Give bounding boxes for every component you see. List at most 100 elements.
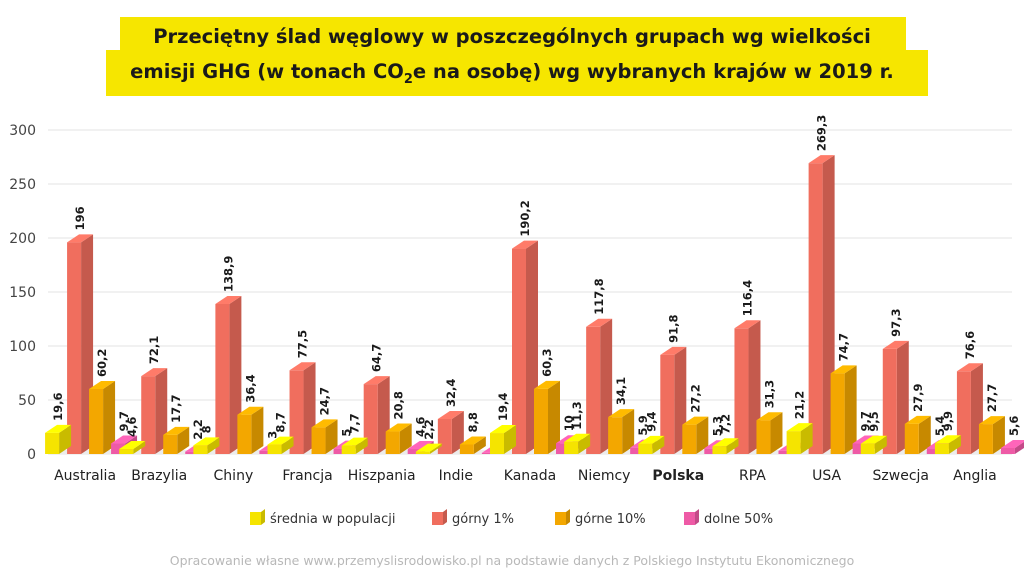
data-label: 64,7: [370, 344, 384, 372]
bar-top: [45, 424, 72, 433]
bar-side: [399, 423, 412, 454]
source-note: Opracowanie własne www.przemyslisrodowis…: [169, 553, 855, 568]
legend-swatch-side: [261, 509, 265, 525]
bar-side: [948, 435, 961, 454]
bar-top: [415, 443, 442, 452]
x-tick-label: Kanada: [504, 468, 556, 484]
bar-top: [193, 437, 220, 446]
bar: [564, 441, 579, 454]
bar: [193, 445, 208, 454]
bar: [333, 448, 348, 454]
data-label: 5: [340, 429, 354, 437]
bar-side: [155, 368, 168, 454]
title-line-2-end: e na osobę) wg wybranych krajów w 2019 r…: [412, 60, 894, 83]
bar-top: [67, 234, 94, 243]
bar: [289, 370, 304, 454]
bar-side: [133, 441, 146, 454]
data-label: 117,8: [592, 278, 606, 314]
bar-side: [992, 416, 1005, 454]
bar: [830, 373, 845, 454]
bar-side: [207, 437, 220, 454]
bar: [756, 420, 771, 454]
bar-top: [882, 340, 909, 349]
bar-side: [251, 406, 264, 454]
bar-top: [141, 368, 168, 377]
bar-top: [682, 416, 709, 425]
bar-side: [548, 380, 560, 454]
legend-label: dolne 50%: [704, 512, 773, 527]
data-label: 11,3: [570, 401, 584, 429]
data-label: 31,3: [762, 380, 776, 408]
bar-top: [564, 433, 591, 442]
bar: [926, 448, 941, 454]
data-label: 269,3: [815, 115, 829, 151]
y-tick-label: 100: [9, 339, 36, 355]
bar-top: [267, 436, 294, 445]
data-label: 34,1: [614, 377, 628, 405]
x-tick-label: USA: [812, 468, 841, 484]
bar-top: [407, 441, 434, 450]
bar: [185, 451, 200, 454]
bar: [630, 447, 645, 454]
bar-top: [830, 365, 857, 374]
bar-side: [325, 419, 338, 454]
bar: [556, 443, 570, 454]
bar-top: [459, 436, 486, 445]
bar: [237, 414, 252, 454]
data-label: 4,6: [414, 417, 428, 437]
legend-label: górne 10%: [575, 512, 646, 527]
title-highlight-band-top: [120, 17, 906, 53]
data-label: 60,3: [540, 349, 554, 377]
legend-swatch: [432, 512, 443, 525]
data-label: 32,4: [444, 379, 458, 407]
data-label: 97,3: [889, 309, 903, 337]
bar: [808, 163, 823, 454]
bar: [608, 417, 623, 454]
data-label: 3: [265, 431, 279, 439]
x-tick-label: Indie: [439, 468, 473, 484]
bar-top: [608, 409, 635, 418]
data-label: 9,7: [859, 411, 873, 431]
x-tick-label: Niemcy: [578, 468, 631, 484]
x-tick-label: Polska: [652, 468, 704, 484]
bar: [852, 443, 867, 454]
data-label: 4,6: [125, 417, 139, 437]
bar-top: [437, 411, 464, 420]
bar-side: [103, 380, 116, 454]
x-tick-label: Anglia: [953, 468, 997, 484]
bar: [407, 449, 422, 454]
data-label: 8,8: [466, 412, 480, 432]
bar-side: [355, 437, 368, 454]
bar: [141, 376, 156, 454]
bar: [459, 444, 474, 454]
bar: [978, 424, 993, 454]
data-label: 5,6: [1007, 416, 1021, 436]
bar-side: [429, 443, 442, 454]
bar: [682, 424, 697, 454]
data-label: 19,6: [51, 392, 65, 420]
bar-side: [770, 412, 783, 454]
data-label: 36,4: [243, 374, 257, 402]
bar-side: [451, 411, 464, 454]
title-line-2: emisji GHG (w tonach CO2e na osobę) wg w…: [0, 60, 1024, 87]
bar-top: [163, 426, 190, 435]
x-tick-label: Szwecja: [873, 468, 929, 484]
data-label: 60,2: [95, 349, 109, 377]
data-label: 74,7: [837, 333, 851, 361]
data-label: 20,8: [392, 391, 406, 419]
data-label: 8,7: [274, 412, 288, 432]
y-tick-label: 50: [18, 393, 36, 409]
bar-top: [712, 438, 739, 447]
bar: [860, 443, 875, 454]
bar-side: [1014, 441, 1024, 454]
bar: [341, 445, 356, 454]
bar-side: [874, 435, 887, 454]
data-label: 19,4: [496, 393, 510, 421]
legend-swatch-side: [443, 509, 447, 525]
legend-swatch-side: [695, 509, 699, 525]
bar-side: [578, 433, 591, 454]
y-tick-label: 200: [9, 231, 36, 247]
bar-side: [177, 426, 190, 454]
bar: [490, 433, 504, 454]
